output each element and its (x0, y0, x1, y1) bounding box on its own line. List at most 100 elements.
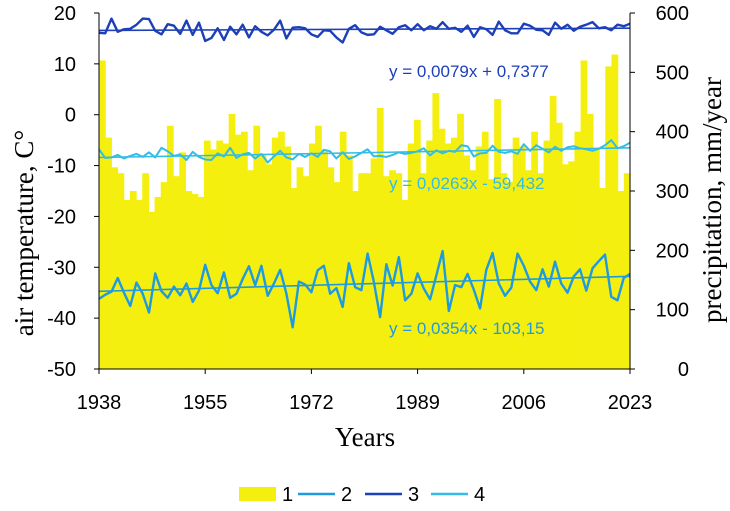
precip-bar-1955 (203, 140, 211, 369)
precip-bar-1945 (142, 173, 149, 369)
trend-line-series-4 (98, 147, 631, 159)
precip-bar-2004 (506, 182, 514, 369)
legend-label-3: 3 (408, 484, 419, 506)
precip-bar-1939 (105, 137, 112, 369)
right-tick-label: 400 (656, 122, 689, 144)
precip-bar-2001 (487, 179, 495, 369)
precip-bar-2000 (481, 131, 489, 369)
legend: 1 2 3 4 (239, 484, 485, 506)
precip-bar-1988 (407, 143, 415, 369)
precip-bar-1959 (228, 113, 236, 370)
right-axis-ticks: 600 500 400 300 200 100 0 (630, 3, 689, 381)
precip-bar-1944 (136, 199, 143, 369)
precip-bar-1952 (185, 191, 193, 369)
legend-label-2: 2 (341, 484, 352, 506)
trend-equation-series-2: y = 0,0354x - 103,15 (389, 319, 544, 338)
precip-bar-1993 (438, 128, 446, 369)
precip-bar-2016 (580, 60, 588, 369)
trend-lines (98, 27, 631, 293)
temperature-line-series-3 (98, 17, 631, 44)
precip-bar-2020 (605, 66, 613, 370)
precip-bar-2018 (592, 149, 600, 369)
precip-bar-1981 (364, 173, 372, 369)
precip-bar-2022 (617, 191, 625, 369)
right-tick-label: 200 (656, 240, 689, 262)
precip-bar-1987 (401, 199, 409, 369)
precip-bar-1949 (166, 125, 174, 369)
precip-bar-1969 (290, 188, 298, 369)
precip-bar-1989 (413, 119, 421, 369)
precip-bar-1976 (333, 182, 341, 369)
left-axis-title: air temperature, C° (9, 130, 39, 336)
precipitation-bars (99, 54, 631, 370)
precip-bar-2012 (555, 122, 563, 370)
temperature-line-series-2 (98, 249, 631, 329)
precip-bar-2002 (494, 99, 501, 369)
precip-bar-1997 (463, 155, 471, 369)
precip-bar-1961 (241, 131, 248, 369)
precip-bar-2017 (586, 113, 594, 370)
precip-bar-1951 (179, 152, 187, 369)
left-tick-label: 10 (54, 54, 76, 76)
legend-label-4: 4 (474, 484, 485, 506)
precip-bar-1938 (99, 60, 106, 369)
trend-equation-series-3: y = 0,0079x + 0,7377 (389, 62, 549, 81)
x-tick-label: 1989 (395, 392, 440, 414)
legend-swatch-1 (239, 487, 276, 501)
precip-bar-1973 (315, 125, 322, 369)
left-tick-label: -50 (47, 359, 76, 381)
right-tick-label: 600 (656, 3, 689, 25)
x-tick-label: 2006 (502, 392, 547, 414)
precip-bar-2003 (500, 173, 508, 369)
right-tick-label: 100 (656, 300, 689, 322)
precip-bar-1948 (160, 182, 168, 369)
precip-bar-2023 (623, 173, 631, 369)
left-tick-label: -40 (47, 308, 76, 330)
precip-bar-1971 (302, 176, 310, 369)
left-tick-label: -10 (47, 156, 76, 178)
x-tick-label: 1955 (183, 392, 228, 414)
precip-bar-2005 (512, 137, 520, 369)
precip-bar-1970 (296, 167, 304, 369)
precip-bar-1975 (327, 167, 335, 369)
temperature-line-series-4 (98, 139, 631, 164)
precip-bar-2021 (611, 54, 619, 369)
x-axis-ticks: 1938 1955 1972 1989 2006 2023 (77, 369, 652, 414)
precip-bar-1940 (111, 167, 119, 369)
right-tick-label: 0 (678, 359, 689, 381)
precip-bar-2007 (525, 170, 532, 369)
trend-line-series-3 (98, 27, 631, 32)
precip-bar-1991 (426, 140, 434, 369)
precip-bar-1941 (117, 173, 125, 369)
precip-bar-1943 (129, 191, 137, 369)
precip-bar-1974 (321, 149, 329, 369)
precip-bar-1965 (265, 164, 273, 369)
precip-bar-1966 (271, 137, 279, 369)
x-tick-label: 1938 (77, 392, 122, 414)
precip-bar-2010 (543, 140, 551, 369)
precip-bar-1942 (123, 199, 131, 369)
precip-bar-2015 (574, 131, 582, 369)
precip-bar-1999 (475, 146, 483, 369)
precip-bar-1960 (234, 134, 242, 369)
precip-bar-1953 (191, 193, 199, 369)
precip-bar-1986 (395, 173, 403, 369)
right-axis-title: precipitation, mm/year (697, 77, 727, 323)
left-tick-label: 0 (65, 105, 76, 127)
precip-bar-2006 (518, 146, 526, 369)
trend-line-series-2 (98, 275, 631, 293)
precip-bar-1967 (278, 131, 285, 369)
precip-bar-1963 (253, 125, 261, 369)
precip-bar-1972 (308, 143, 316, 369)
precip-bar-1956 (210, 149, 217, 369)
precip-bar-1985 (389, 170, 396, 369)
precip-bar-1980 (358, 173, 366, 369)
trend-equation-series-4: y = 0,0263x - 59,432 (389, 174, 544, 193)
x-tick-label: 1972 (289, 392, 334, 414)
precip-bar-1982 (370, 158, 378, 369)
right-tick-label: 500 (656, 62, 689, 84)
precip-bar-1994 (444, 143, 452, 369)
precip-bar-2008 (531, 131, 538, 369)
precip-bar-1957 (216, 140, 224, 369)
precip-bar-1964 (259, 155, 267, 369)
